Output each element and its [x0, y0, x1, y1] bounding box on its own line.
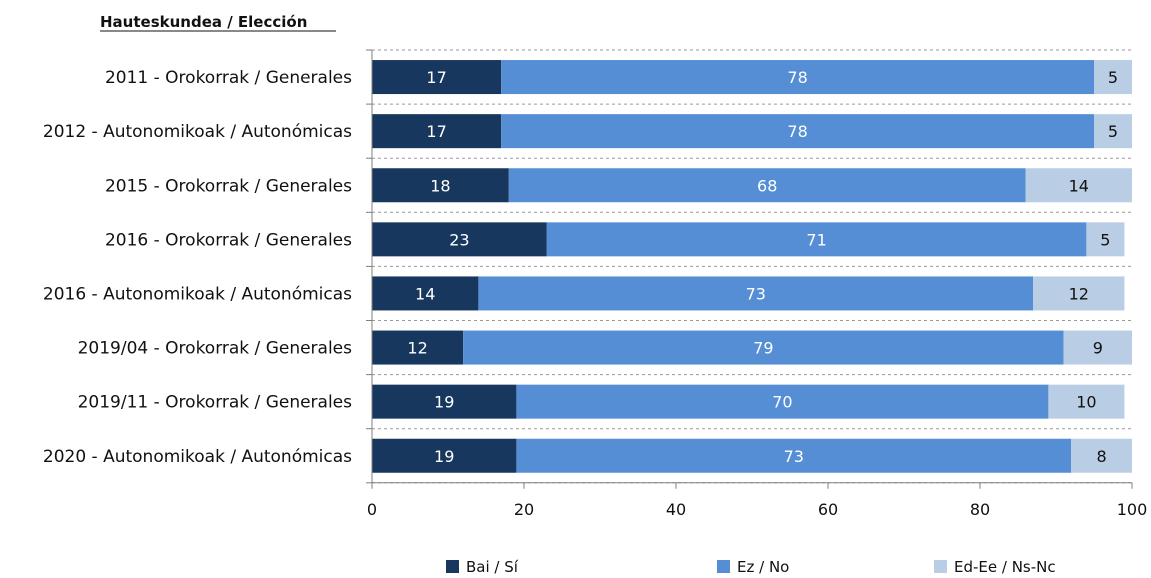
x-tick-label: 80 [970, 500, 990, 519]
data-label: 10 [1076, 393, 1096, 412]
category-label: 2019/11 - Orokorrak / Generales [78, 393, 353, 413]
data-label: 9 [1093, 339, 1103, 358]
data-label: 17 [426, 68, 446, 87]
data-label: 78 [787, 122, 807, 141]
bar-segment [546, 222, 1087, 257]
legend-label: Bai / Sí [466, 558, 519, 576]
x-tick-label: 0 [367, 500, 377, 519]
bar-segment [1071, 438, 1132, 473]
data-label: 73 [784, 447, 804, 466]
bar-segment [508, 168, 1026, 203]
x-tick-label: 20 [514, 500, 534, 519]
data-label: 19 [434, 393, 454, 412]
data-label: 70 [772, 393, 792, 412]
category-label: 2020 - Autonomikoak / Autonómicas [43, 447, 352, 467]
category-label: 2011 - Orokorrak / Generales [105, 68, 352, 88]
bar-segment [1048, 384, 1125, 419]
x-tick-label: 40 [666, 500, 686, 519]
bar-segment [1033, 276, 1125, 311]
data-label: 18 [430, 176, 450, 195]
bar-segment [372, 168, 509, 203]
x-tick-label: 100 [1117, 500, 1148, 519]
bar-segment [372, 114, 502, 149]
data-label: 71 [806, 230, 826, 249]
bar-segment [1094, 114, 1132, 149]
data-label: 5 [1100, 230, 1110, 249]
data-label: 12 [1069, 284, 1089, 303]
bar-segment [516, 438, 1072, 473]
bar-segment [372, 330, 464, 365]
bar-segment [372, 276, 479, 311]
bars: 17 78 5 17 78 5 18 68 14 23 71 5 14 73 12 12 79 9 19 70 10 19… [372, 60, 1132, 473]
bar-segment [372, 60, 502, 95]
category-labels: 2011 - Orokorrak / Generales 2012 - Auton… [43, 68, 352, 467]
data-label: 14 [1069, 176, 1089, 195]
bar-segment [372, 384, 517, 419]
bar-segment [478, 276, 1034, 311]
category-label: 2016 - Autonomikoak / Autonómicas [43, 284, 352, 304]
category-label: 2016 - Orokorrak / Generales [105, 230, 352, 250]
data-label: 73 [746, 284, 766, 303]
bar-segment [501, 114, 1094, 149]
bar-segment [1094, 60, 1132, 95]
legend: Bai / Sí Ez / No Ed-Ee / Ns-Nc [446, 558, 1056, 576]
data-label: 19 [434, 447, 454, 466]
data-label: 79 [753, 339, 773, 358]
data-label: 17 [426, 122, 446, 141]
data-label: 5 [1108, 68, 1118, 87]
grid-lines [372, 49, 1132, 484]
axes: 0 20 40 60 80 100 [366, 49, 1148, 519]
data-label: 23 [449, 230, 469, 249]
bar-segment [1025, 168, 1132, 203]
category-label: 2019/04 - Orokorrak / Generales [78, 339, 353, 359]
bar-segment [1086, 222, 1125, 257]
data-label: 12 [407, 339, 427, 358]
bar-segment [372, 222, 547, 257]
category-label: 2012 - Autonomikoak / Autonómicas [43, 122, 352, 142]
bar-segment [516, 384, 1049, 419]
legend-swatch [717, 560, 730, 573]
legend-swatch [446, 560, 459, 573]
data-label: 14 [415, 284, 435, 303]
data-label: 8 [1097, 447, 1107, 466]
legend-label: Ez / No [737, 558, 789, 576]
category-label: 2015 - Orokorrak / Generales [105, 176, 352, 196]
data-label: 5 [1108, 122, 1118, 141]
category-axis-header: Hauteskundea / Elección [100, 13, 307, 31]
bar-segment [463, 330, 1064, 365]
bar-segment [501, 60, 1094, 95]
data-label: 68 [757, 176, 777, 195]
legend-label: Ed-Ee / Ns-Nc [954, 558, 1056, 576]
x-tick-label: 60 [818, 500, 838, 519]
legend-swatch [934, 560, 947, 573]
bar-segment [1063, 330, 1132, 365]
bar-segment [372, 438, 517, 473]
data-label: 78 [787, 68, 807, 87]
